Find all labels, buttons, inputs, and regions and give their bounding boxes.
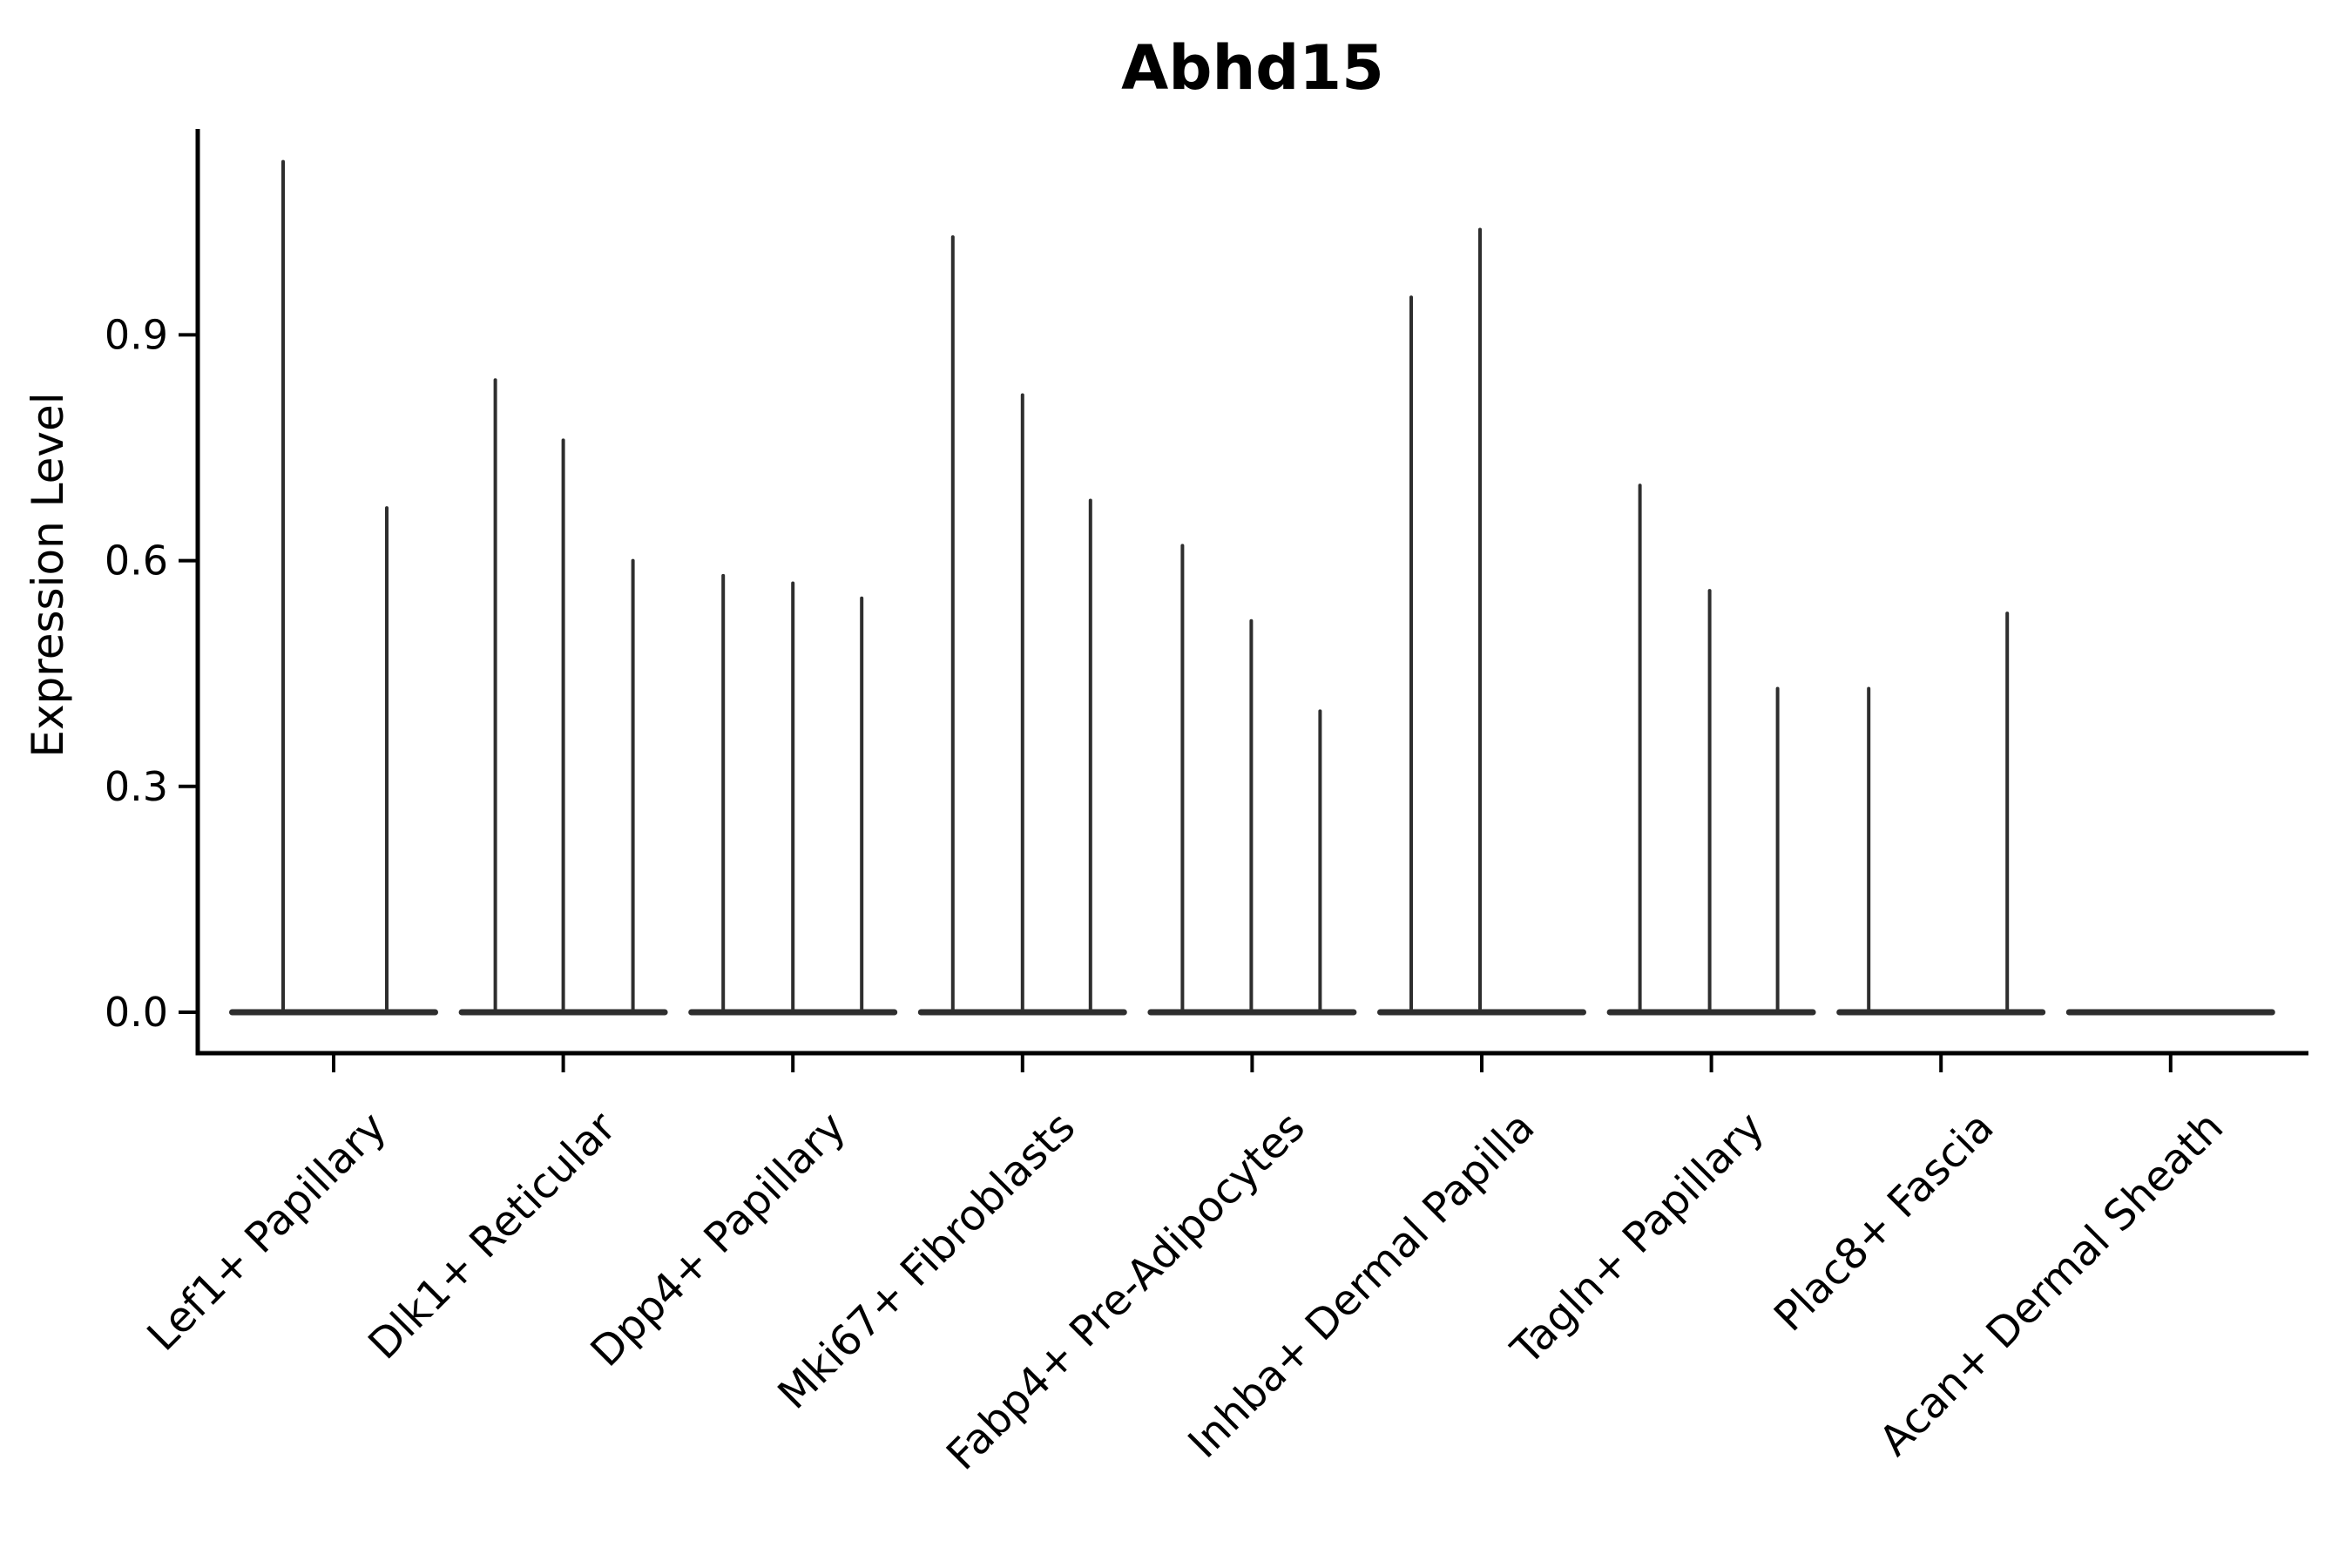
y-tick-label: 0.6 — [105, 537, 168, 585]
y-axis-ticks: 0.0 0.3 0.6 0.9 — [105, 311, 198, 1036]
violin — [458, 378, 668, 1016]
violin-zero-body — [1836, 1009, 2046, 1016]
violin — [2065, 1009, 2275, 1016]
violin — [229, 159, 438, 1016]
violin — [1377, 227, 1586, 1016]
x-category-label: Tagln+ Papillary — [1502, 1103, 1774, 1375]
x-category-label: Plac8+ Fascia — [1765, 1103, 2004, 1342]
x-axis-ticks — [332, 1053, 2173, 1072]
violin-zero-body — [2065, 1009, 2275, 1016]
violin — [1606, 483, 1816, 1016]
x-category-label: Lef1+ Papillary — [138, 1103, 395, 1361]
y-tick-label: 0.9 — [105, 311, 168, 358]
violin — [1147, 544, 1357, 1016]
violin-zero-body — [1606, 1009, 1816, 1016]
violin-zero-body — [229, 1009, 438, 1016]
violin-series — [229, 159, 2275, 1016]
y-tick-label: 0.0 — [105, 989, 168, 1036]
x-category-label: Dpp4+ Papillary — [582, 1103, 855, 1376]
violin — [688, 573, 898, 1016]
x-category-label: Dlk1+ Reticular — [359, 1103, 625, 1369]
violin — [1836, 612, 2046, 1016]
chart-title: Abhd15 — [1121, 32, 1384, 104]
y-tick-label: 0.3 — [105, 763, 168, 810]
violin — [917, 235, 1127, 1016]
y-axis-label: Expression Level — [23, 392, 73, 757]
